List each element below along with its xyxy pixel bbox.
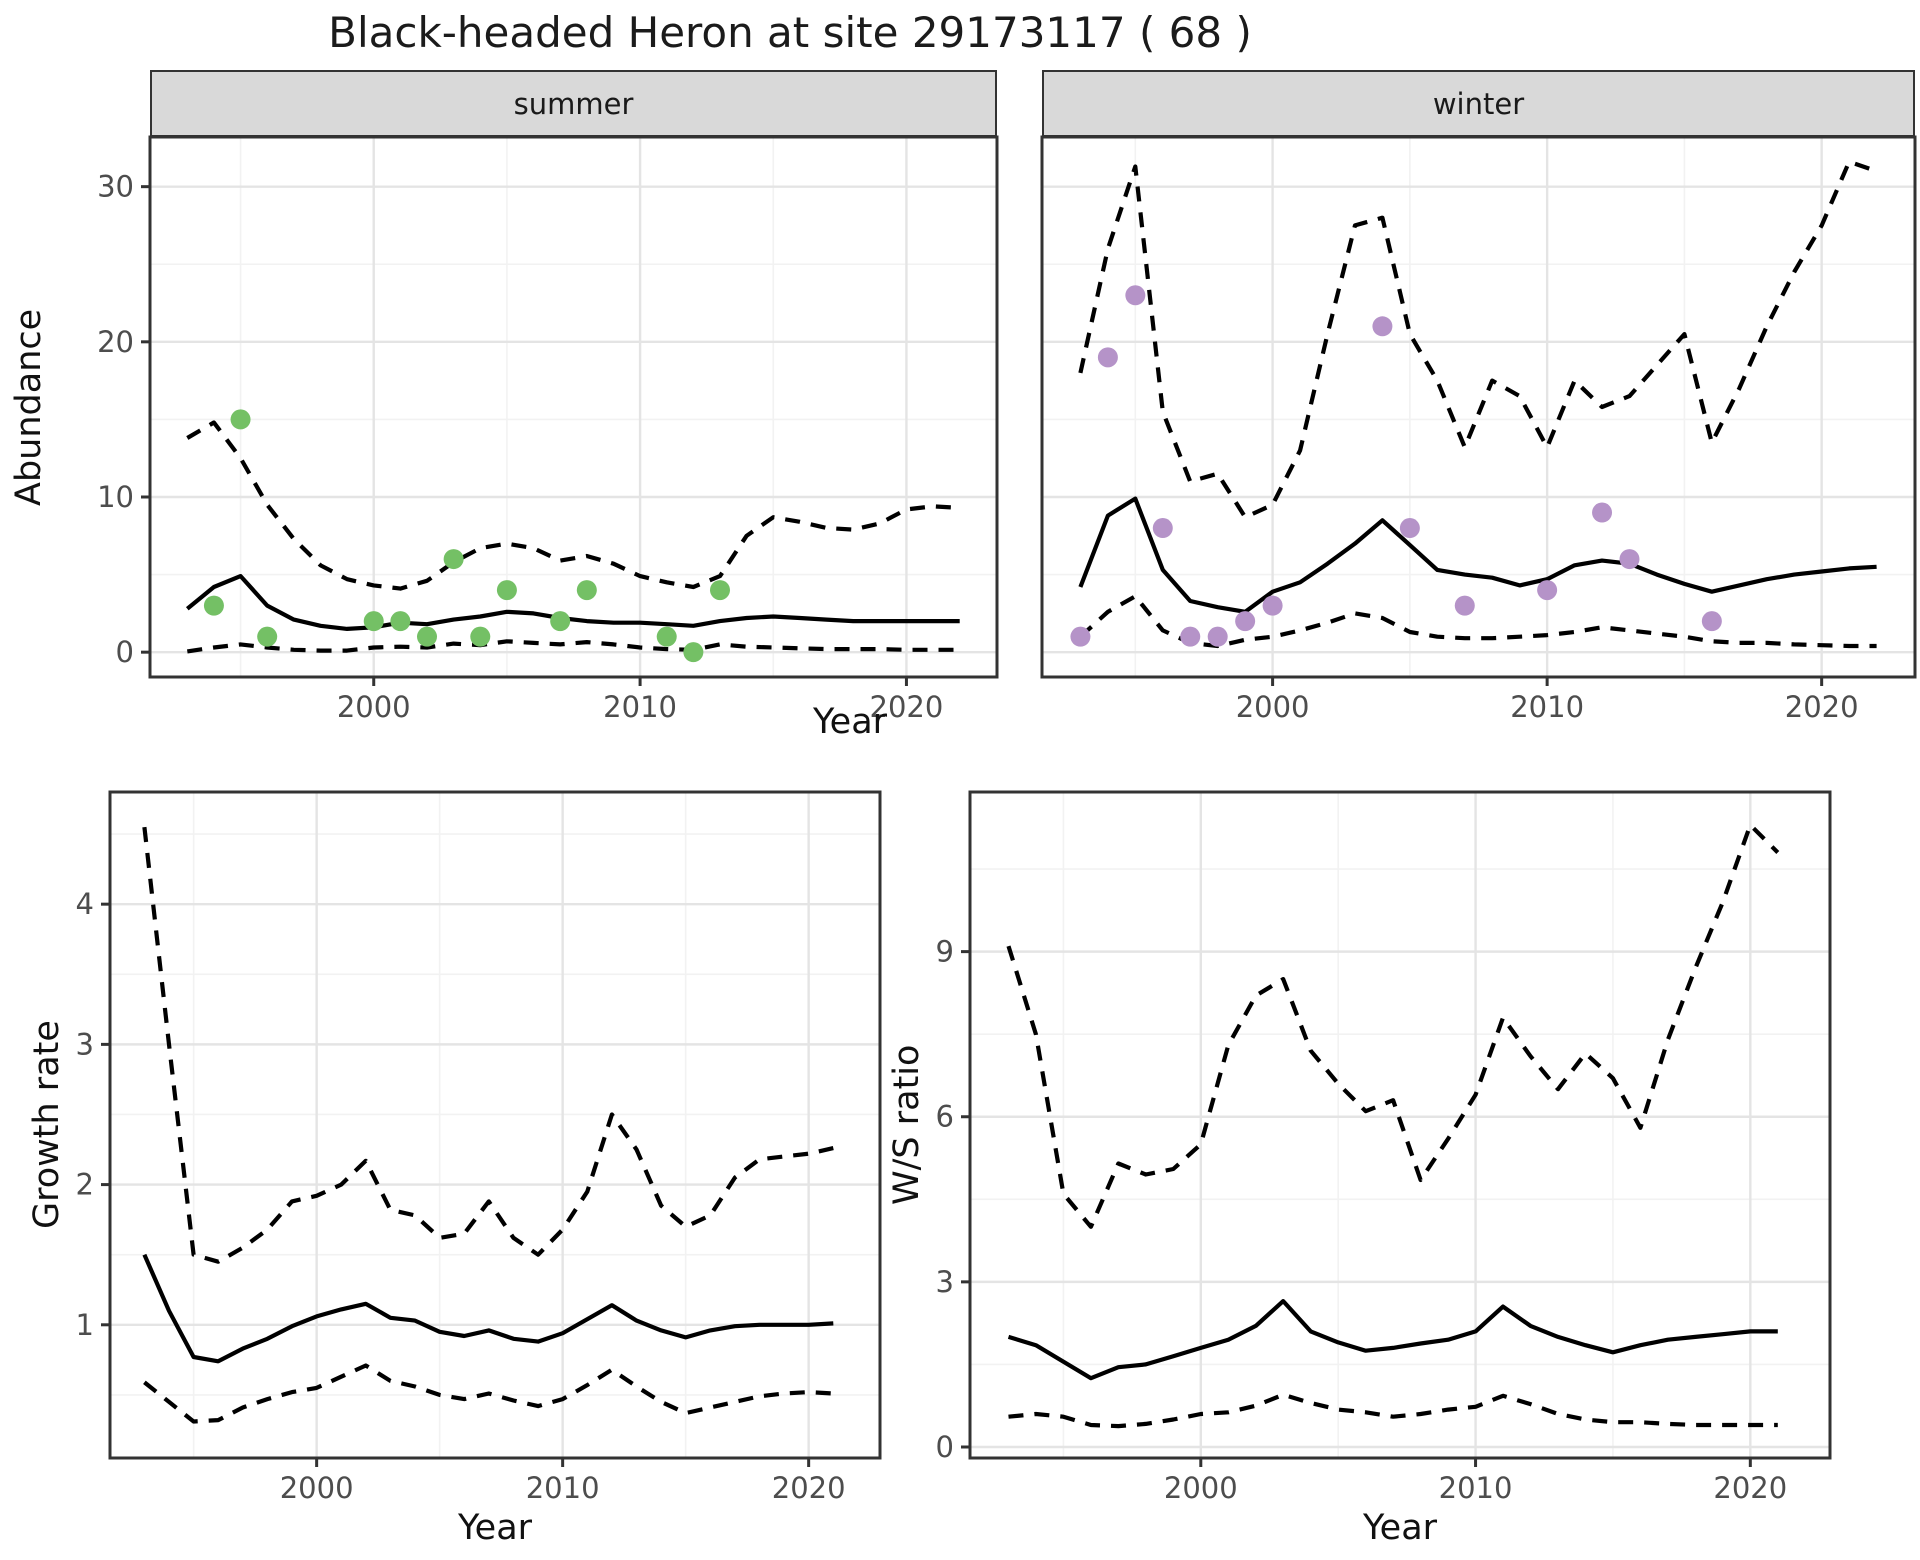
svg-text:2: 2: [76, 1168, 94, 1202]
svg-text:10: 10: [97, 480, 134, 514]
svg-text:3: 3: [76, 1027, 94, 1061]
svg-text:2010: 2010: [1510, 690, 1584, 724]
top-year-axis-title: Year: [812, 702, 888, 742]
svg-text:1: 1: [76, 1308, 94, 1342]
ws-ratio-chart: 2000 2010 2020 0 3 6 9: [936, 790, 1832, 1505]
figure-title: Black-headed Heron at site 29173117 ( 68…: [328, 8, 1252, 57]
growth-year-axis-title: Year: [457, 1508, 533, 1548]
growth-rate-axis-title: Growth rate: [27, 1020, 67, 1230]
facet-strip-winter: winter: [1042, 70, 1915, 137]
svg-text:2000: 2000: [1164, 1471, 1238, 1505]
svg-text:2000: 2000: [1236, 690, 1310, 724]
svg-text:0: 0: [116, 635, 134, 669]
svg-text:2010: 2010: [526, 1471, 600, 1505]
svg-text:4: 4: [76, 887, 94, 921]
svg-text:30: 30: [97, 170, 134, 204]
facet-strip-summer: summer: [150, 70, 997, 137]
ws-year-axis-title: Year: [1362, 1508, 1438, 1548]
svg-text:2020: 2020: [772, 1471, 846, 1505]
summer-abundance-chart: 2000 2010 2020 0 10 20 30: [97, 135, 999, 724]
growth-rate-chart: 2000 2010 2020 1 2 3 4: [76, 790, 882, 1505]
svg-text:20: 20: [97, 325, 134, 359]
svg-text:2000: 2000: [280, 1471, 354, 1505]
svg-text:2020: 2020: [1713, 1471, 1787, 1505]
svg-text:2010: 2010: [603, 690, 677, 724]
svg-text:2010: 2010: [1439, 1471, 1513, 1505]
winter-abundance-chart: 2000 2010 2020: [1040, 135, 1917, 724]
ws-ratio-axis-title: W/S ratio: [887, 1044, 927, 1206]
svg-text:2000: 2000: [337, 690, 411, 724]
svg-text:3: 3: [936, 1265, 954, 1299]
svg-text:9: 9: [936, 935, 954, 969]
facet-strip-winter-label: winter: [1432, 86, 1525, 121]
abundance-axis-title: Abundance: [9, 308, 49, 506]
svg-text:2020: 2020: [1785, 690, 1859, 724]
svg-text:0: 0: [936, 1430, 954, 1464]
facet-strip-summer-label: summer: [513, 86, 634, 121]
svg-text:6: 6: [936, 1100, 954, 1134]
svg-text:2020: 2020: [870, 690, 944, 724]
